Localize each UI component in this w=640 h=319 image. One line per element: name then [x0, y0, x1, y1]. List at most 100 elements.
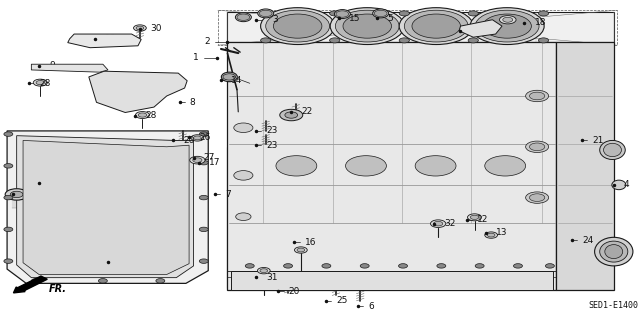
Circle shape [468, 38, 478, 43]
Circle shape [335, 10, 399, 42]
Circle shape [529, 194, 545, 201]
Circle shape [266, 10, 330, 42]
Circle shape [538, 11, 548, 16]
Circle shape [404, 10, 468, 42]
Circle shape [484, 232, 497, 238]
Circle shape [193, 136, 201, 140]
Circle shape [503, 17, 513, 22]
Polygon shape [227, 147, 556, 288]
Polygon shape [89, 71, 187, 113]
Ellipse shape [334, 10, 350, 19]
Text: 16: 16 [305, 238, 316, 247]
Circle shape [467, 214, 481, 221]
Circle shape [4, 196, 13, 200]
Text: 12: 12 [477, 215, 488, 224]
Circle shape [475, 10, 539, 42]
Polygon shape [31, 64, 108, 72]
Polygon shape [68, 34, 141, 48]
Circle shape [260, 11, 271, 16]
Circle shape [399, 8, 473, 45]
Polygon shape [230, 271, 553, 290]
Circle shape [399, 38, 410, 43]
Circle shape [360, 264, 369, 268]
Circle shape [285, 112, 298, 118]
Circle shape [484, 156, 525, 176]
Polygon shape [23, 140, 189, 274]
Ellipse shape [258, 9, 274, 18]
Text: 20: 20 [183, 136, 195, 145]
Circle shape [467, 25, 479, 31]
Circle shape [525, 141, 548, 152]
Circle shape [245, 264, 254, 268]
Text: 24: 24 [582, 236, 594, 245]
Circle shape [10, 191, 23, 197]
Text: FR.: FR. [49, 284, 67, 294]
Circle shape [4, 132, 13, 136]
Text: 22: 22 [301, 108, 313, 116]
Circle shape [468, 11, 478, 16]
Circle shape [475, 264, 484, 268]
Circle shape [529, 143, 545, 151]
Text: 32: 32 [444, 219, 455, 228]
Circle shape [191, 135, 204, 141]
Circle shape [138, 113, 147, 117]
Circle shape [33, 79, 47, 86]
Circle shape [399, 11, 410, 16]
Text: 8: 8 [189, 98, 195, 107]
Circle shape [276, 156, 317, 176]
Circle shape [273, 14, 322, 38]
Ellipse shape [236, 13, 252, 22]
Circle shape [199, 132, 208, 136]
Polygon shape [7, 131, 208, 283]
Text: 31: 31 [266, 272, 278, 281]
Text: 5: 5 [388, 14, 394, 23]
Text: 6: 6 [369, 302, 374, 311]
Circle shape [199, 160, 208, 165]
Circle shape [415, 156, 456, 176]
Circle shape [260, 269, 268, 272]
Circle shape [259, 10, 272, 17]
Text: 15: 15 [349, 14, 361, 23]
Circle shape [36, 80, 45, 85]
Circle shape [236, 213, 251, 220]
Text: 10: 10 [106, 34, 117, 43]
Circle shape [105, 79, 120, 87]
Circle shape [346, 156, 387, 176]
Circle shape [433, 221, 443, 226]
Circle shape [297, 248, 305, 252]
Circle shape [50, 182, 67, 191]
Circle shape [199, 259, 208, 263]
Circle shape [487, 233, 495, 237]
Circle shape [330, 11, 340, 16]
Circle shape [260, 8, 335, 45]
Text: 17: 17 [209, 158, 220, 167]
Circle shape [257, 268, 270, 274]
Text: 19: 19 [24, 190, 35, 199]
Circle shape [42, 65, 51, 70]
Polygon shape [227, 12, 614, 42]
Text: 23: 23 [266, 141, 278, 150]
Ellipse shape [595, 237, 633, 266]
Circle shape [431, 220, 446, 227]
Circle shape [529, 92, 545, 100]
Circle shape [68, 65, 77, 70]
Text: 1: 1 [193, 53, 198, 62]
Circle shape [136, 112, 150, 119]
Circle shape [284, 264, 292, 268]
Circle shape [134, 25, 147, 31]
Text: 18: 18 [534, 19, 546, 27]
Circle shape [234, 123, 253, 132]
Polygon shape [17, 136, 193, 278]
Ellipse shape [605, 245, 623, 259]
Text: SED1-E1400: SED1-E1400 [588, 301, 638, 310]
Circle shape [4, 164, 13, 168]
Circle shape [4, 259, 13, 263]
Text: 28: 28 [40, 79, 51, 88]
Text: 3: 3 [273, 15, 278, 24]
Circle shape [322, 264, 331, 268]
Circle shape [399, 264, 408, 268]
Circle shape [50, 182, 60, 188]
Text: 21: 21 [592, 136, 604, 145]
Circle shape [115, 37, 127, 44]
Circle shape [330, 38, 340, 43]
